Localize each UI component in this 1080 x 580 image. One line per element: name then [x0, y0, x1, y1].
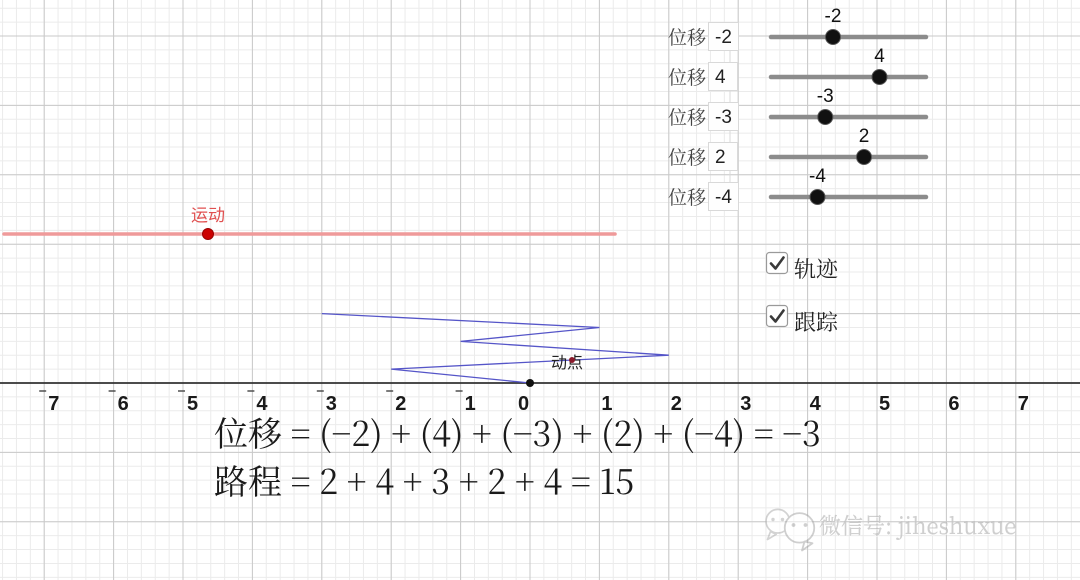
svg-text:动点: 动点 [551, 354, 583, 372]
svg-text:4: 4 [874, 46, 885, 67]
svg-text:-2: -2 [825, 6, 842, 27]
svg-text:7: 7 [48, 393, 59, 415]
svg-text:运动: 运动 [191, 206, 225, 225]
svg-text:7: 7 [1018, 393, 1029, 415]
svg-text:-3: -3 [817, 86, 834, 107]
svg-text:5: 5 [879, 393, 890, 415]
svg-text:-4: -4 [809, 166, 826, 187]
svg-text:6: 6 [948, 393, 959, 415]
svg-text:5: 5 [187, 393, 198, 415]
svg-text:6: 6 [118, 393, 129, 415]
svg-text:2: 2 [859, 126, 870, 147]
